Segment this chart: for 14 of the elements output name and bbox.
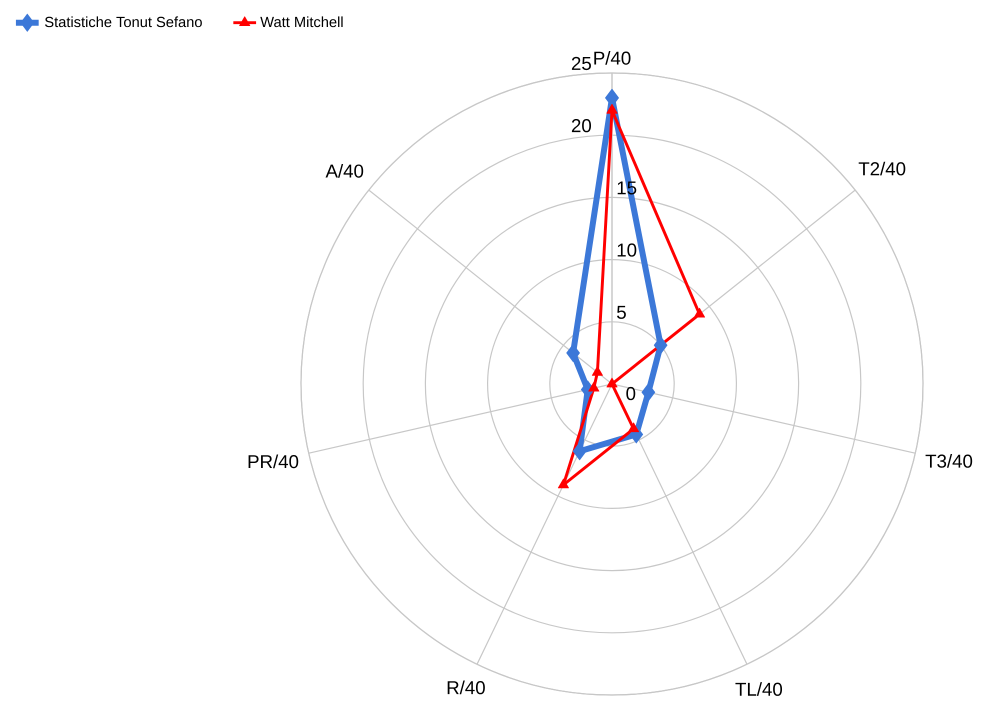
spoke-label: T3/40 xyxy=(926,454,972,468)
y-tick-label: 25 xyxy=(572,56,591,70)
y-tick-label: 20 xyxy=(572,119,592,132)
legend-label: Watt Mitchell xyxy=(260,16,343,28)
spoke-label: PR/40 xyxy=(248,454,298,468)
spoke-label: TL/40 xyxy=(735,682,782,696)
spoke-label: A/40 xyxy=(326,164,364,178)
legend-label: Statistiche Tonut Sefano xyxy=(45,16,202,28)
spoke-label: T2/40 xyxy=(858,162,906,176)
spoke-label: P/40 xyxy=(594,51,630,65)
y-tick-label: 5 xyxy=(617,306,626,319)
y-tick-label: 10 xyxy=(618,243,636,257)
spoke-label: R/40 xyxy=(448,680,485,694)
y-tick-label: 0 xyxy=(626,386,636,400)
